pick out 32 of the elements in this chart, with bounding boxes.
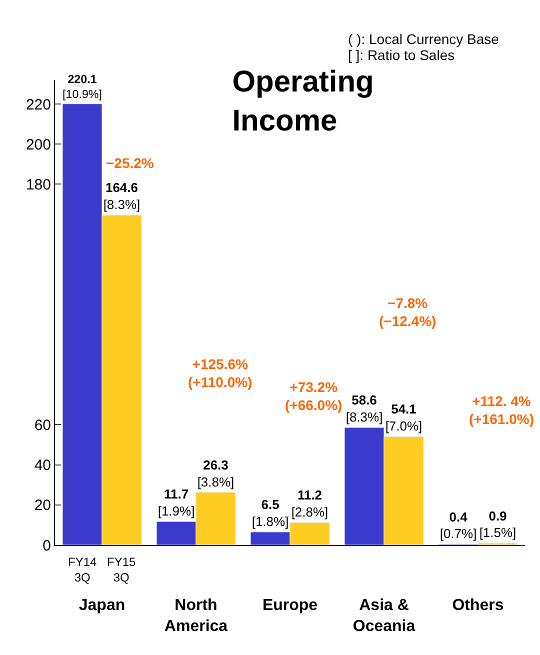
series-label: FY15 3Q: [107, 555, 136, 585]
data-label: 54.1 [7.0%]: [385, 402, 422, 434]
data-label: 164.6 [8.3%]: [103, 180, 140, 212]
text: [ ]: Ratio to Sales: [348, 47, 455, 63]
annotation: +112. 4% (+161.0%): [469, 393, 534, 428]
annotation: +73.2% (+66.0%): [285, 379, 342, 414]
annotation: +125.6% (+110.0%): [188, 356, 252, 390]
y-tick-label: 200: [26, 136, 51, 154]
x-tick-label: Japan: [78, 597, 126, 614]
x-tick-label: Asia & Oceania: [352, 597, 416, 635]
x-tick-label: Europe: [262, 597, 318, 614]
y-tick-label: 60: [34, 416, 51, 434]
data-label: 0.9 [1.5%]: [479, 508, 516, 540]
series-label: FY14 3Q: [68, 555, 98, 585]
y-tick-label: 40: [34, 457, 51, 474]
y-tick-label: 20: [34, 497, 51, 514]
text: ( ): Local Currency Base: [348, 31, 500, 47]
data-label: 11.7 [1.9%]: [158, 486, 195, 519]
data-label: 0.4 [0.7%]: [440, 509, 477, 542]
data-label: 220.1 [10.9%]: [62, 73, 102, 102]
chart-title: Operating Income: [232, 66, 374, 138]
y-tick-label: 180: [26, 176, 51, 194]
y-tick-label: 220: [26, 96, 51, 114]
data-label: 11.2 [2.8%]: [291, 488, 328, 520]
x-tick-label: North America: [164, 597, 228, 635]
data-label: 26.3 [3.8%]: [197, 457, 234, 490]
annotation: −7.8% (−12.4%): [379, 295, 436, 330]
annotation: −25.2%: [106, 155, 154, 171]
data-label: 6.5 [1.8%]: [252, 497, 289, 529]
x-tick-label: Others: [452, 597, 504, 614]
data-label: 58.6 [8.3%]: [346, 392, 383, 425]
y-tick-label: 0: [42, 537, 51, 554]
